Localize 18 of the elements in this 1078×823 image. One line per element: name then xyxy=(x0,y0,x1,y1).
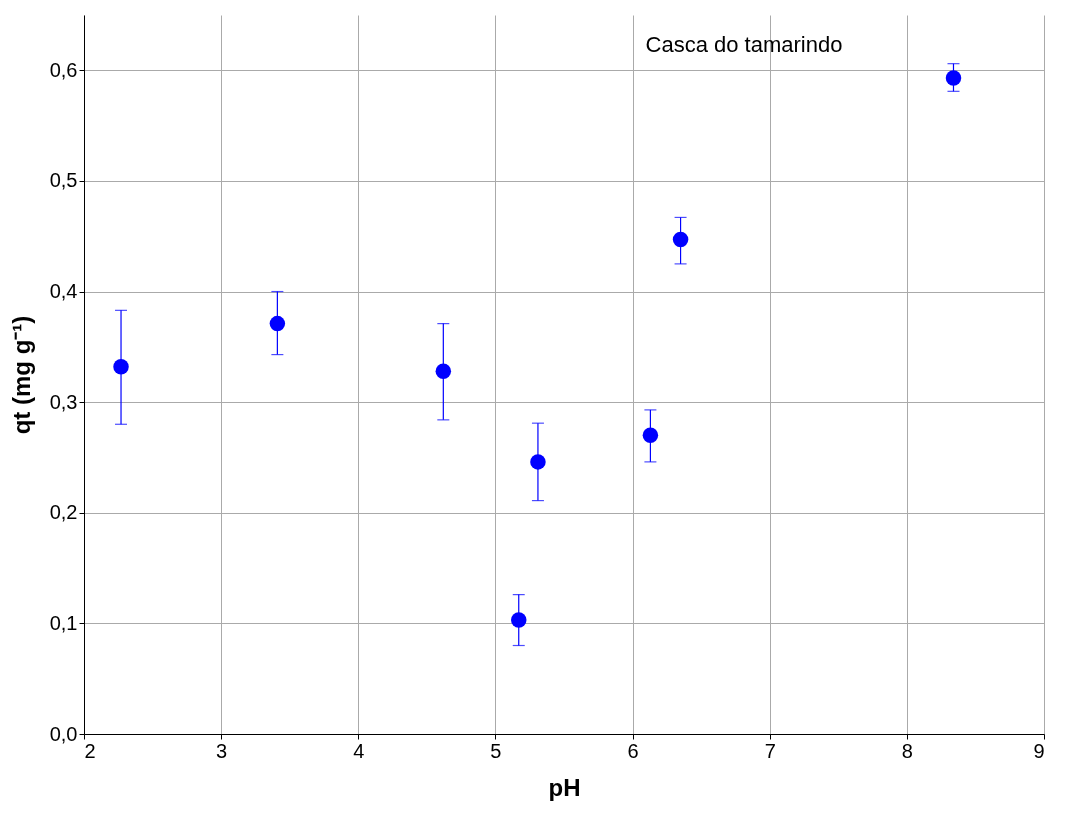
x-axis-title: pH xyxy=(548,773,581,801)
y-tick-label: 0,2 xyxy=(49,501,78,524)
y-tick-label: 0,0 xyxy=(49,722,78,745)
x-tick-label: 5 xyxy=(490,739,502,762)
x-tick-label: 2 xyxy=(84,739,96,762)
x-tick-label: 6 xyxy=(627,739,639,762)
x-tick-label: 8 xyxy=(901,739,913,762)
annotation: Casca do tamarindo xyxy=(645,32,843,57)
y-tick-label: 0,1 xyxy=(49,611,78,634)
y-tick-label: 0,5 xyxy=(49,169,78,192)
x-tick-label: 7 xyxy=(764,739,776,762)
x-tick-label: 9 xyxy=(1033,739,1045,762)
y-axis-title: qt (mg g⁻¹) xyxy=(7,315,35,435)
x-tick-label: 4 xyxy=(353,739,365,762)
y-tick-label: 0,3 xyxy=(49,390,78,413)
y-tick-label: 0,6 xyxy=(49,58,78,81)
y-tick-label: 0,4 xyxy=(49,280,78,303)
x-tick-label: 3 xyxy=(216,739,228,762)
